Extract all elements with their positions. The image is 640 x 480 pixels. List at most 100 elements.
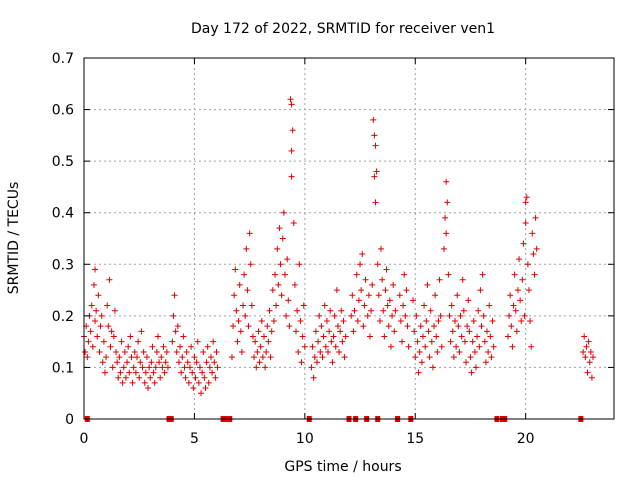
data-point — [120, 364, 127, 371]
data-point — [476, 343, 483, 350]
data-point — [140, 348, 147, 355]
data-point — [371, 173, 378, 180]
data-point — [234, 338, 241, 345]
data-point — [108, 328, 115, 335]
data-point — [207, 354, 214, 361]
data-point — [509, 343, 516, 350]
data-point — [400, 302, 407, 309]
data-point — [477, 287, 484, 294]
data-point — [386, 297, 393, 304]
data-point — [285, 297, 292, 304]
data-point — [87, 328, 94, 335]
data-point — [370, 116, 377, 123]
data-point — [244, 287, 251, 294]
data-point — [516, 256, 523, 263]
data-point — [288, 101, 295, 108]
x-tick-label: 20 — [517, 431, 535, 447]
data-point — [456, 348, 463, 355]
data-point — [336, 348, 343, 355]
data-point — [187, 364, 193, 371]
y-tick-label: 0 — [65, 412, 74, 428]
data-point — [178, 369, 185, 376]
data-point — [518, 318, 525, 325]
data-point — [524, 261, 531, 268]
data-point — [452, 318, 458, 325]
data-point — [419, 333, 426, 340]
data-point — [170, 312, 177, 319]
data-point — [505, 333, 511, 340]
data-point — [474, 333, 481, 340]
data-point — [283, 312, 290, 319]
data-point — [450, 354, 457, 361]
data-point — [360, 323, 367, 330]
data-point — [159, 364, 166, 371]
data-point — [387, 343, 394, 350]
data-point — [161, 369, 168, 376]
data-point — [322, 343, 329, 350]
data-point — [191, 354, 198, 361]
data-point — [230, 323, 237, 330]
data-point — [361, 302, 368, 309]
data-point — [583, 343, 590, 350]
data-point — [392, 307, 399, 314]
data-point — [434, 348, 441, 355]
data-point — [107, 343, 114, 350]
data-point — [152, 364, 159, 371]
data-point — [240, 302, 246, 309]
data-point — [118, 338, 125, 345]
data-point — [429, 364, 436, 371]
data-point — [418, 359, 425, 366]
x-axis-label: GPS time / hours — [284, 459, 401, 475]
data-point — [528, 343, 535, 350]
data-point — [135, 338, 142, 345]
data-point — [200, 348, 207, 355]
data-point — [366, 333, 373, 340]
data-point — [90, 281, 97, 288]
data-point — [233, 307, 240, 314]
data-point — [432, 292, 439, 299]
data-point — [321, 302, 328, 309]
data-point — [204, 343, 211, 350]
data-point — [181, 364, 188, 371]
data-point — [294, 307, 301, 314]
data-point — [101, 369, 108, 376]
data-point — [246, 230, 253, 237]
y-tick-label: 0.1 — [52, 360, 74, 376]
data-point — [466, 328, 473, 335]
data-point — [521, 312, 528, 319]
data-point — [141, 379, 148, 386]
data-point — [189, 369, 196, 376]
data-point — [206, 364, 213, 371]
data-point — [209, 369, 216, 376]
data-point — [354, 318, 361, 325]
data-point — [368, 307, 375, 314]
data-point — [247, 261, 254, 268]
data-point — [146, 364, 153, 371]
data-point — [381, 333, 388, 340]
data-point — [431, 323, 438, 330]
data-point — [177, 343, 184, 350]
data-point — [276, 225, 283, 232]
data-point — [279, 235, 286, 242]
data-point — [338, 307, 345, 314]
data-point — [391, 328, 398, 335]
data-point — [373, 168, 380, 175]
data-point — [342, 333, 349, 340]
data-point — [119, 379, 126, 386]
data-point — [258, 318, 265, 325]
data-point — [470, 318, 477, 325]
data-point — [312, 328, 319, 335]
data-point — [174, 323, 181, 330]
data-point — [281, 271, 288, 278]
data-point — [89, 343, 96, 350]
data-point — [372, 142, 379, 149]
data-point — [482, 359, 489, 366]
data-point — [293, 328, 299, 335]
data-point — [459, 276, 466, 283]
data-point — [139, 364, 146, 371]
data-point — [241, 271, 248, 278]
data-point — [513, 328, 520, 335]
data-point — [190, 385, 197, 392]
data-point — [427, 307, 434, 314]
